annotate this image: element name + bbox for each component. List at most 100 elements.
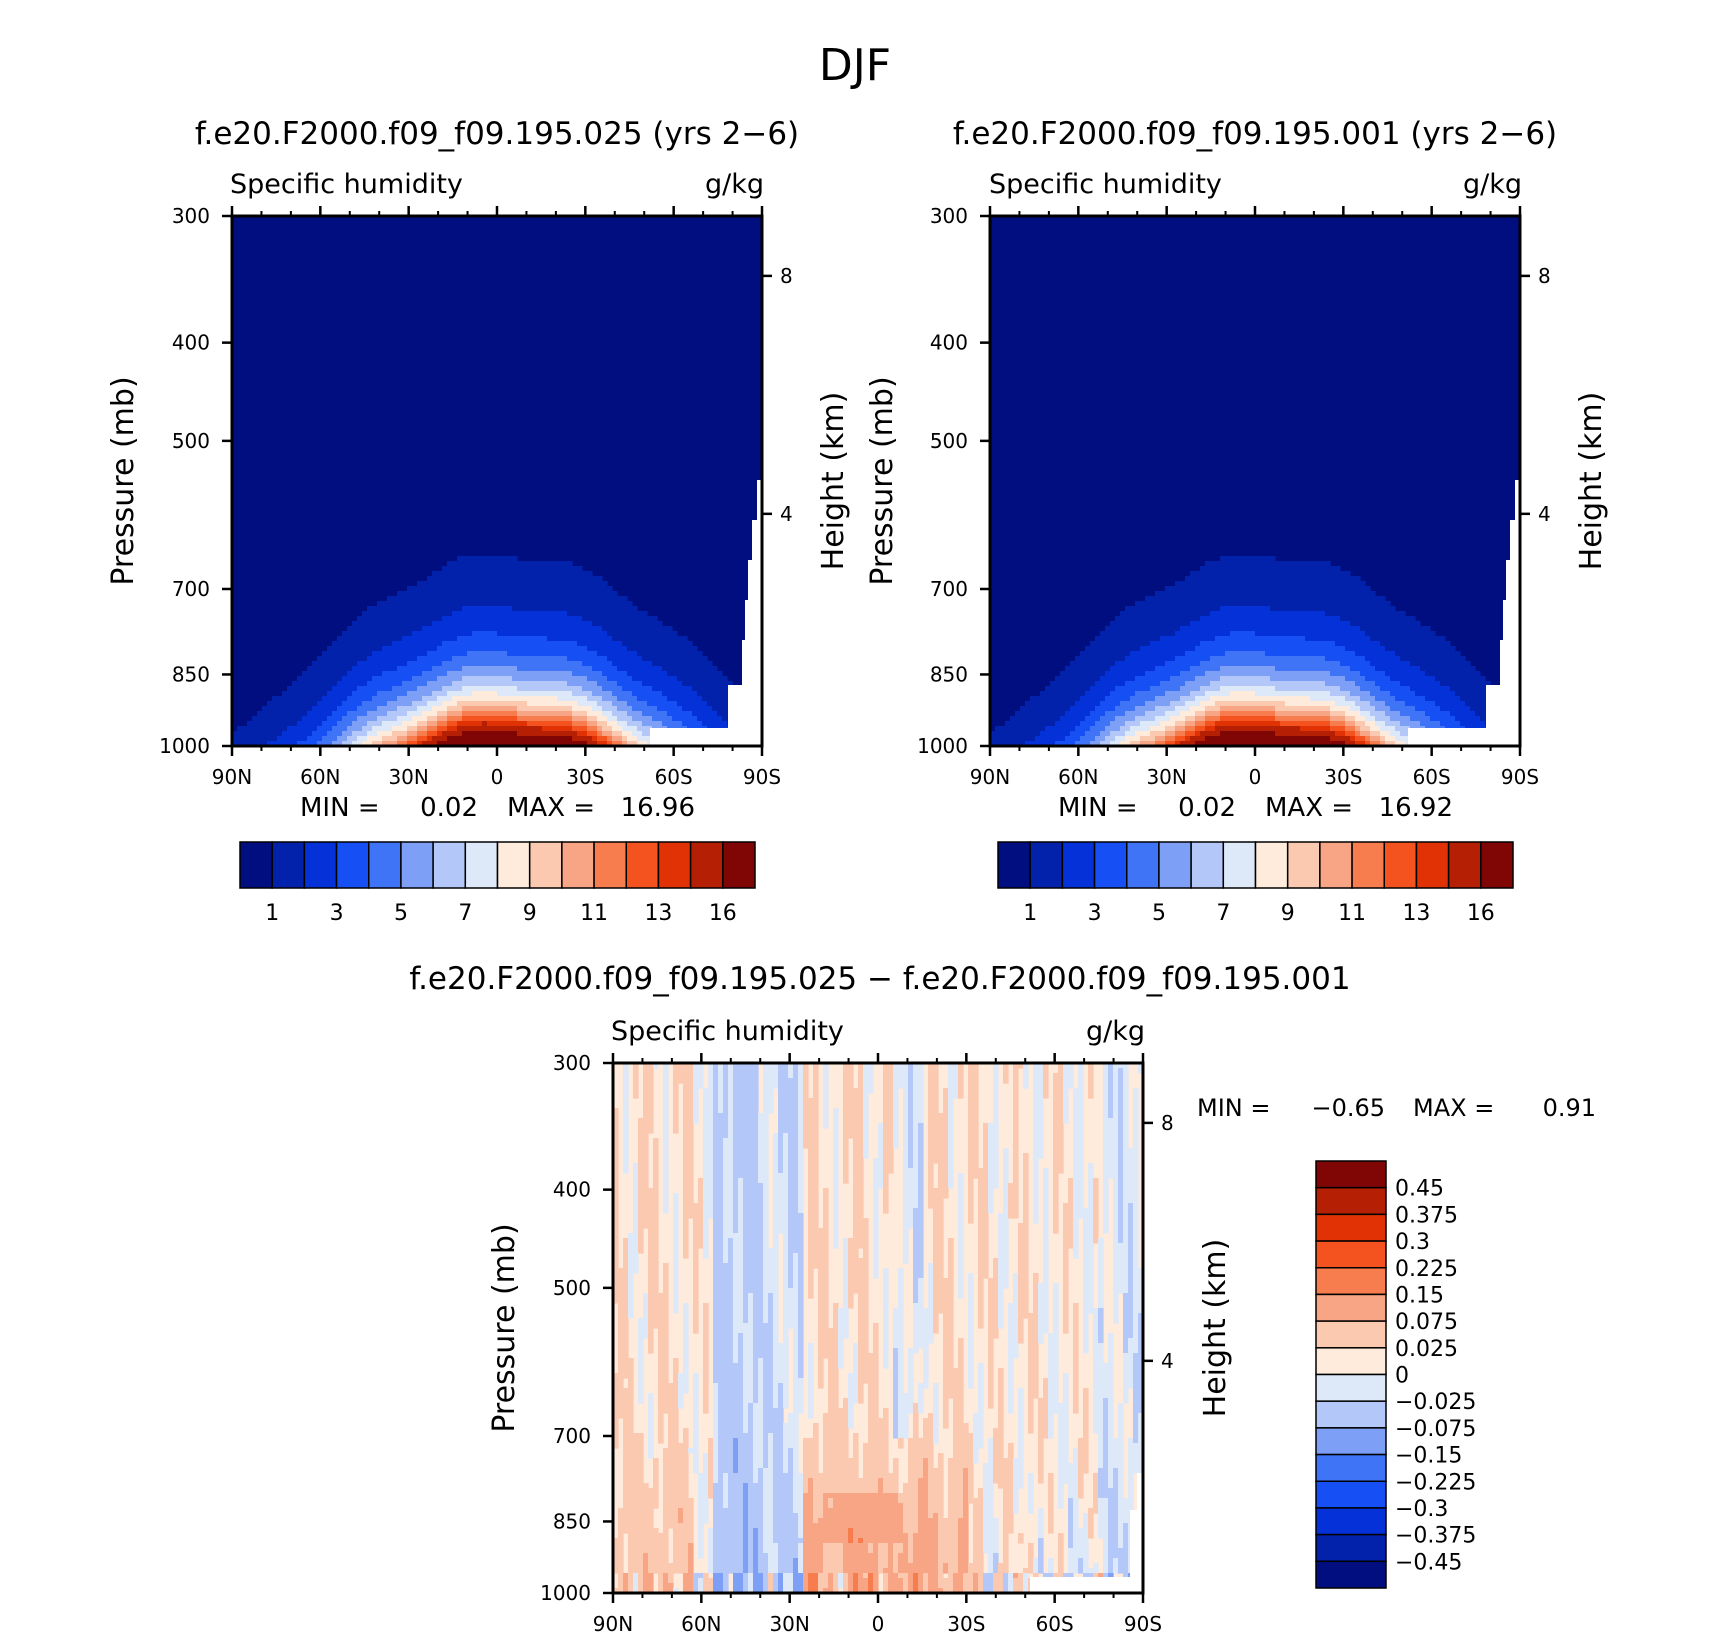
- humidity-cell: [1105, 671, 1146, 677]
- difference-cell: [1118, 1078, 1124, 1084]
- humidity-cell: [990, 736, 1036, 742]
- difference-cell: [718, 1423, 744, 1429]
- difference-cell: [673, 1233, 679, 1239]
- panel1-y2-label: Height (km): [816, 392, 851, 571]
- humidity-cell: [632, 716, 653, 722]
- difference-cell: [763, 1313, 769, 1319]
- difference-cell: [1053, 1143, 1064, 1149]
- difference-cell: [1098, 1523, 1109, 1529]
- difference-cell: [883, 1278, 889, 1284]
- difference-cell: [1073, 1213, 1094, 1219]
- difference-cell: [653, 1168, 659, 1174]
- difference-cell: [803, 1483, 809, 1489]
- difference-cell: [1118, 1498, 1134, 1504]
- difference-cell: [1103, 1083, 1109, 1089]
- difference-cell: [883, 1203, 889, 1209]
- difference-cell: [623, 1078, 629, 1084]
- difference-cell: [878, 1128, 884, 1134]
- difference-cell: [1118, 1133, 1124, 1139]
- difference-cell: [1093, 1193, 1099, 1199]
- difference-cell: [813, 1498, 824, 1504]
- difference-cell: [1003, 1203, 1009, 1209]
- difference-cell: [683, 1218, 689, 1224]
- difference-cell: [958, 1198, 964, 1204]
- difference-cell: [778, 1563, 794, 1569]
- difference-cell: [898, 1403, 914, 1409]
- difference-cell: [948, 1503, 964, 1509]
- difference-cell: [628, 1253, 639, 1259]
- difference-cell: [968, 1323, 974, 1329]
- difference-cell: [968, 1128, 979, 1134]
- difference-cell: [848, 1288, 869, 1294]
- humidity-cell: [642, 731, 658, 737]
- difference-cell: [703, 1333, 709, 1339]
- humidity-cell: [462, 606, 513, 612]
- humidity-cell: [1205, 726, 1216, 732]
- difference-cell: [783, 1388, 789, 1394]
- difference-cell: [1113, 1103, 1119, 1109]
- difference-cell: [673, 1078, 694, 1084]
- difference-cell: [778, 1073, 789, 1079]
- humidity-cell: [1345, 716, 1356, 722]
- difference-cell: [663, 1063, 669, 1069]
- difference-cell: [803, 1493, 814, 1499]
- difference-cell: [958, 1208, 964, 1214]
- difference-cell: [988, 1443, 994, 1449]
- difference-cell: [718, 1403, 744, 1409]
- difference-cell: [643, 1568, 649, 1574]
- difference-cell: [933, 1513, 939, 1519]
- difference-cell: [1068, 1523, 1074, 1529]
- difference-cell: [1083, 1263, 1094, 1269]
- humidity-cell: [1380, 686, 1411, 692]
- difference-cell: [793, 1448, 799, 1454]
- difference-cell: [728, 1108, 734, 1114]
- difference-cell: [823, 1198, 829, 1204]
- difference-cell: [733, 1108, 759, 1114]
- difference-cell: [693, 1233, 704, 1239]
- difference-cell: [703, 1193, 714, 1199]
- humidity-cell: [622, 736, 628, 742]
- difference-cell: [938, 1173, 949, 1179]
- difference-cell: [988, 1453, 994, 1459]
- difference-cell: [713, 1533, 744, 1539]
- difference-cell: [733, 1283, 744, 1289]
- difference-cell: [823, 1213, 829, 1219]
- difference-cell: [843, 1403, 849, 1409]
- difference-cell: [648, 1308, 669, 1314]
- difference-cell: [698, 1188, 704, 1194]
- difference-cell: [883, 1303, 889, 1309]
- humidity-cell: [352, 731, 368, 737]
- difference-cell: [993, 1098, 999, 1104]
- difference-cell: [713, 1438, 719, 1444]
- difference-cell: [993, 1468, 1014, 1474]
- difference-cell: [948, 1073, 959, 1079]
- difference-cell: [823, 1068, 829, 1074]
- height-tick-label: 8: [1538, 264, 1551, 288]
- difference-cell: [983, 1538, 999, 1544]
- difference-cell: [713, 1243, 724, 1249]
- difference-cell: [868, 1393, 879, 1399]
- difference-cell: [1078, 1483, 1084, 1489]
- difference-cell: [993, 1088, 999, 1094]
- humidity-cell: [1095, 721, 1111, 727]
- difference-cell: [1083, 1523, 1089, 1529]
- difference-cell: [713, 1128, 729, 1134]
- difference-cell: [1023, 1078, 1029, 1084]
- difference-cell: [938, 1533, 959, 1539]
- humidity-cell: [1080, 651, 1131, 657]
- difference-cell: [708, 1543, 714, 1549]
- humidity-cell: [1185, 721, 1196, 727]
- difference-cell: [1063, 1088, 1069, 1094]
- difference-cell: [1063, 1063, 1074, 1069]
- difference-cell: [933, 1208, 944, 1214]
- difference-cell: [683, 1508, 694, 1514]
- difference-cell: [848, 1418, 854, 1424]
- difference-cell: [738, 1453, 754, 1459]
- difference-cell: [793, 1458, 799, 1464]
- difference-cell: [703, 1113, 714, 1119]
- difference-cell: [918, 1203, 924, 1209]
- difference-cell: [733, 1148, 759, 1154]
- difference-cell: [893, 1343, 904, 1349]
- difference-cell: [748, 1403, 754, 1409]
- difference-cell: [948, 1183, 954, 1189]
